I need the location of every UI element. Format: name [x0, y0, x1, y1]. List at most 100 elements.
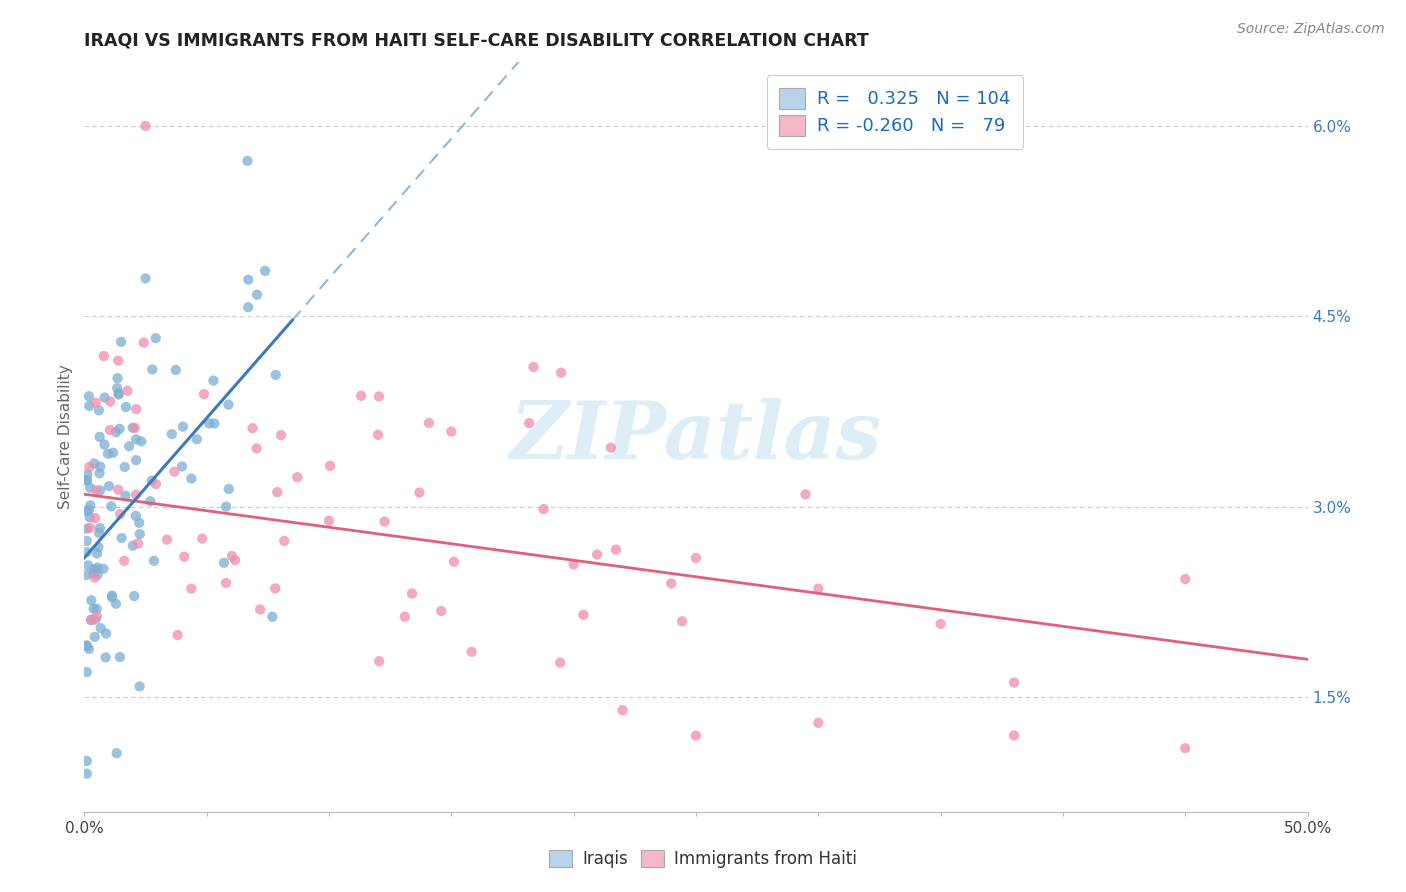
Point: [97, 447, 120, 461]
Point: [142, 554, 165, 568]
Point: [94, 650, 117, 665]
Point: [93, 437, 115, 451]
Point: [125, 453, 148, 467]
Point: [368, 654, 391, 668]
Point: [104, 597, 127, 611]
Point: [79, 460, 101, 475]
Point: [1174, 572, 1197, 586]
Point: [266, 485, 288, 500]
Point: [246, 442, 269, 456]
Point: [350, 389, 373, 403]
Point: [212, 556, 235, 570]
Point: [408, 485, 430, 500]
Point: [76, 504, 98, 518]
Point: [86, 609, 108, 624]
Point: [135, 119, 157, 133]
Point: [93, 391, 115, 405]
Point: [79, 499, 101, 513]
Point: [141, 474, 163, 488]
Point: [1002, 729, 1025, 743]
Point: [89, 483, 111, 498]
Point: [98, 394, 121, 409]
Point: [319, 458, 342, 473]
Y-axis label: Self-Care Disability: Self-Care Disability: [58, 365, 73, 509]
Point: [86, 602, 108, 616]
Point: [671, 614, 693, 628]
Point: [76, 474, 98, 488]
Point: [87, 403, 110, 417]
Point: [76, 473, 98, 487]
Point: [430, 604, 453, 618]
Point: [107, 371, 129, 385]
Point: [599, 441, 621, 455]
Point: [76, 568, 98, 582]
Point: [202, 417, 225, 431]
Point: [79, 481, 101, 495]
Point: [76, 545, 98, 559]
Point: [221, 549, 243, 563]
Point: [264, 582, 287, 596]
Point: [191, 532, 214, 546]
Point: [114, 460, 136, 475]
Text: IRAQI VS IMMIGRANTS FROM HAITI SELF-CARE DISABILITY CORRELATION CHART: IRAQI VS IMMIGRANTS FROM HAITI SELF-CARE…: [84, 32, 869, 50]
Point: [156, 533, 179, 547]
Point: [180, 582, 202, 596]
Point: [238, 300, 260, 314]
Point: [264, 368, 287, 382]
Point: [76, 766, 98, 780]
Point: [80, 593, 103, 607]
Point: [224, 553, 246, 567]
Point: [87, 540, 110, 554]
Point: [77, 642, 100, 657]
Point: [236, 153, 259, 168]
Point: [98, 479, 121, 493]
Point: [80, 613, 103, 627]
Point: [685, 550, 707, 565]
Point: [125, 432, 148, 446]
Point: [117, 384, 139, 398]
Point: [125, 508, 148, 523]
Point: [572, 607, 595, 622]
Point: [443, 555, 465, 569]
Point: [79, 510, 101, 524]
Point: [262, 609, 284, 624]
Point: [254, 264, 277, 278]
Point: [76, 522, 98, 536]
Point: [89, 467, 111, 481]
Point: [202, 374, 225, 388]
Point: [124, 589, 146, 603]
Point: [112, 554, 135, 568]
Point: [368, 390, 391, 404]
Point: [440, 425, 463, 439]
Point: [77, 503, 100, 517]
Point: [186, 432, 208, 446]
Point: [89, 459, 111, 474]
Point: [111, 531, 134, 545]
Point: [612, 703, 634, 717]
Point: [374, 515, 396, 529]
Point: [110, 334, 132, 349]
Point: [550, 366, 572, 380]
Point: [794, 487, 817, 501]
Point: [1002, 675, 1025, 690]
Point: [139, 494, 162, 508]
Point: [84, 613, 107, 627]
Point: [83, 562, 105, 576]
Point: [107, 353, 129, 368]
Point: [83, 602, 105, 616]
Point: [83, 570, 105, 584]
Point: [76, 533, 98, 548]
Point: [128, 527, 150, 541]
Point: [128, 516, 150, 530]
Point: [125, 402, 148, 417]
Point: [166, 628, 188, 642]
Point: [807, 715, 830, 730]
Point: [173, 549, 195, 564]
Point: [76, 665, 98, 679]
Point: [77, 389, 100, 403]
Point: [96, 626, 118, 640]
Point: [318, 514, 340, 528]
Point: [83, 566, 105, 581]
Point: [84, 511, 107, 525]
Point: [218, 482, 240, 496]
